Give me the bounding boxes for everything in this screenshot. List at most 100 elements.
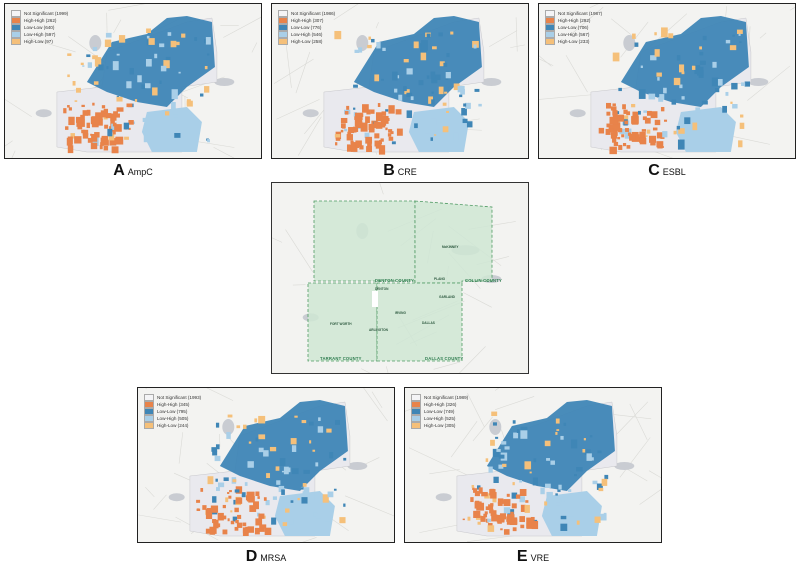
low-high-tract [590, 457, 594, 461]
lake-shape [481, 78, 502, 86]
low-low-tract [744, 81, 751, 87]
low-low-tract [215, 478, 218, 482]
high-low-tract [322, 494, 329, 503]
low-high-tract [738, 33, 741, 36]
high-low-tract [678, 128, 685, 134]
county-label-tarrant: TARRANT COUNTY [320, 356, 362, 361]
road-line [450, 420, 478, 458]
high-high-tract [115, 136, 124, 145]
high-low-tract [582, 449, 586, 453]
low-low-tract [165, 56, 171, 61]
low-high-tract [504, 446, 510, 450]
high-high-tract [229, 490, 232, 493]
high-high-tract [387, 133, 392, 137]
road-line [5, 140, 13, 147]
low-high-tract [545, 483, 551, 488]
low-high-tract [87, 62, 92, 68]
road-line [515, 17, 518, 52]
panel-letter: B [383, 162, 395, 179]
legend-label: High-High (326) [424, 402, 457, 407]
high-low-tract [413, 41, 419, 49]
high-high-tract [128, 120, 134, 125]
high-low-tract [93, 81, 99, 85]
low-low-tract [495, 436, 499, 439]
high-low-tract [266, 473, 271, 479]
low-low-tract [308, 421, 314, 426]
high-low-tract [282, 522, 288, 527]
low-low-tract [696, 66, 704, 76]
legend-label: Low-Low (749) [424, 409, 455, 414]
high-high-tract [94, 132, 100, 138]
low-high-cluster [141, 107, 202, 152]
legend-item: Low-High (525) [411, 415, 468, 422]
low-high-tract [313, 512, 318, 517]
low-high-tract [457, 85, 465, 93]
legend-label: Not Significant (1993) [157, 395, 202, 400]
high-low-tract [524, 461, 532, 470]
high-high-tract [210, 505, 219, 513]
low-low-tract [98, 64, 104, 71]
high-high-tract [99, 144, 103, 150]
low-low-tract [418, 80, 424, 86]
high-high-tract [81, 129, 85, 134]
high-low-tract [269, 446, 277, 452]
low-high-tract [173, 114, 179, 118]
high-low-tract [699, 46, 702, 50]
legend-swatch [411, 415, 421, 422]
low-low-tract [212, 450, 218, 456]
high-high-tract [609, 116, 618, 125]
high-high-tract [478, 487, 483, 494]
high-high-tract [500, 528, 503, 531]
low-high-tract [555, 502, 561, 506]
low-low-tract [212, 496, 217, 503]
high-high-tract [348, 127, 355, 134]
low-low-tract [426, 33, 431, 38]
legend-label: Low-Low (795) [157, 409, 188, 414]
low-high-tract [302, 491, 305, 495]
high-low-tract [152, 87, 158, 96]
low-low-tract [353, 107, 356, 110]
high-low-tract [404, 89, 410, 95]
low-high-tract [725, 39, 731, 44]
low-high-cluster [408, 107, 469, 152]
high-low-tract [692, 122, 698, 131]
high-low-tract [368, 36, 371, 40]
legend-label: Low-Low (776) [291, 25, 322, 30]
road-line [648, 470, 661, 479]
low-low-tract [739, 41, 742, 43]
low-low-tract [676, 125, 681, 130]
low-high-tract [546, 458, 551, 461]
low-low-tract [511, 492, 518, 499]
legend-label: Low-High (525) [424, 416, 456, 421]
high-high-tract [114, 124, 122, 132]
high-high-tract [205, 512, 213, 520]
high-high-tract [520, 524, 525, 529]
high-low-tract [420, 52, 427, 61]
lake-shape [623, 35, 636, 51]
low-low-tract [129, 67, 134, 75]
high-low-tract [80, 62, 84, 66]
low-low-tract [406, 92, 413, 98]
low-low-tract [271, 517, 277, 525]
high-high-tract [196, 499, 201, 503]
low-low-tract [699, 51, 704, 56]
road-line [145, 388, 147, 390]
low-high-tract [394, 88, 398, 93]
map-panel-mrsa: Not Significant (1993) High-High (345) Low… [137, 387, 395, 543]
legend-label: High-High (307) [291, 18, 324, 23]
legend-item: Low-Low (640) [11, 24, 68, 31]
map-legend: Not Significant (1987) High-High (292) Low… [545, 10, 602, 45]
low-low-tract [560, 515, 567, 520]
high-low-tract [624, 115, 629, 122]
high-low-tract [204, 86, 210, 93]
low-high-tract [167, 32, 172, 36]
reference-county-map: DENTON COUNTY COLLIN COUNTY TARRANT COUN… [271, 182, 529, 374]
low-low-tract [381, 78, 384, 81]
high-high-tract [247, 526, 255, 533]
legend-item: High-Low (305) [411, 422, 468, 429]
high-high-tract [234, 507, 239, 513]
high-high-tract [490, 510, 497, 517]
road-line [405, 405, 419, 412]
high-high-tract [91, 116, 100, 125]
lake-shape [168, 493, 185, 502]
